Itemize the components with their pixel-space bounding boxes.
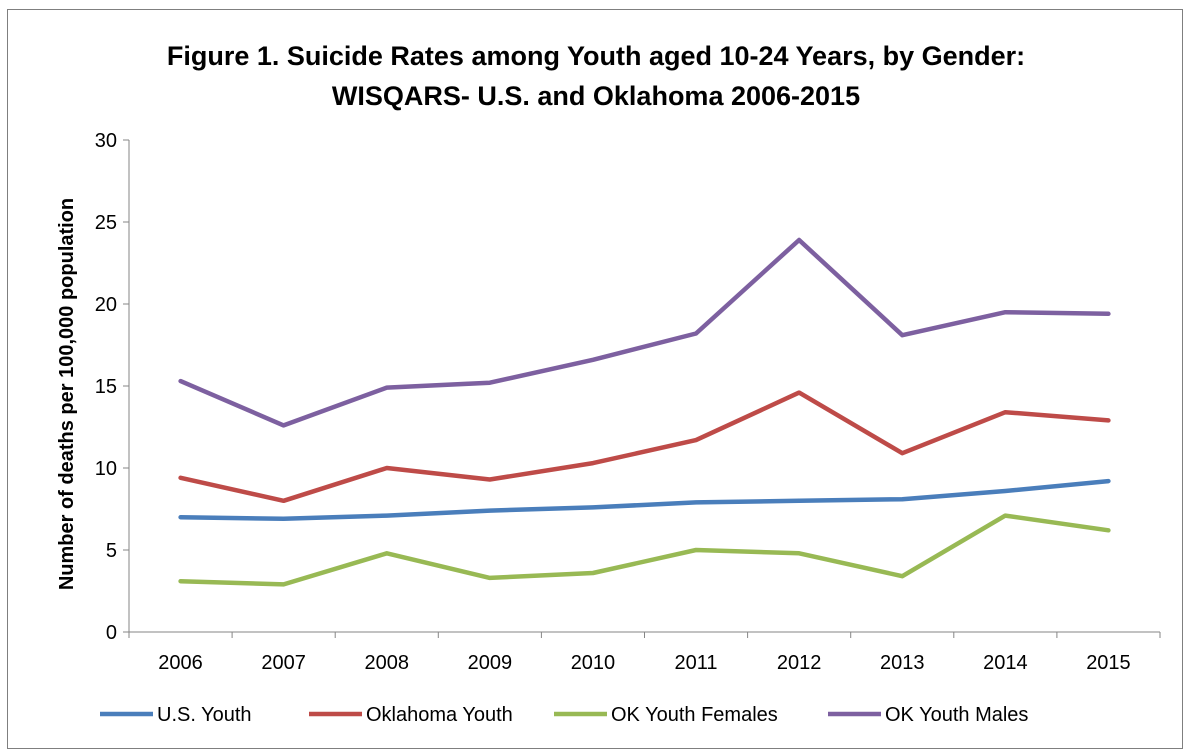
legend-label: U.S. Youth: [157, 704, 252, 726]
series-line-u-s-youth: [178, 478, 1111, 522]
y-tick-label: 15: [95, 376, 117, 398]
chart-title-line-1: Figure 1. Suicide Rates among Youth aged…: [167, 41, 1025, 71]
legend-label: Oklahoma Youth: [366, 704, 513, 726]
legend-label: OK Youth Females: [611, 704, 778, 726]
y-tick-label: 0: [106, 622, 117, 644]
line-chart: Figure 1. Suicide Rates among Youth aged…: [56, 41, 1161, 726]
x-tick-label: 2007: [261, 652, 306, 674]
x-tick-label: 2008: [365, 652, 410, 674]
x-tick-label: 2009: [468, 652, 513, 674]
x-tick-label: 2015: [1086, 652, 1131, 674]
x-tick-label: 2014: [983, 652, 1028, 674]
y-tick-label: 20: [95, 294, 117, 316]
y-tick-label: 30: [95, 130, 117, 152]
y-tick-label: 10: [95, 458, 117, 480]
x-tick-label: 2012: [777, 652, 822, 674]
x-tick-label: 2011: [675, 652, 718, 674]
chart-title-line-2: WISQARS- U.S. and Oklahoma 2006-2015: [332, 81, 860, 111]
x-tick-label: 2010: [571, 652, 616, 674]
legend-label: OK Youth Males: [885, 704, 1028, 726]
chart-frame: Figure 1. Suicide Rates among Youth aged…: [7, 9, 1183, 749]
legend: U.S. Youth Oklahoma Youth OK Youth Females…: [100, 704, 1028, 726]
y-tick-label: 5: [106, 540, 117, 562]
y-tick-label: 25: [95, 212, 117, 234]
x-tick-label: 2006: [158, 652, 203, 674]
x-tick-label: 2013: [880, 652, 925, 674]
series-line-ok-youth-males: [178, 237, 1111, 428]
y-axis-label: Number of deaths per 100,000 population: [56, 198, 78, 590]
series-lines: [178, 237, 1111, 587]
axes: 0 5 10 15 20 25 30 2006 2007 2008 2009 2010 2011 2012…: [95, 130, 1161, 674]
series-line-oklahoma-youth: [178, 390, 1111, 504]
series-line-ok-youth-females: [178, 513, 1111, 587]
